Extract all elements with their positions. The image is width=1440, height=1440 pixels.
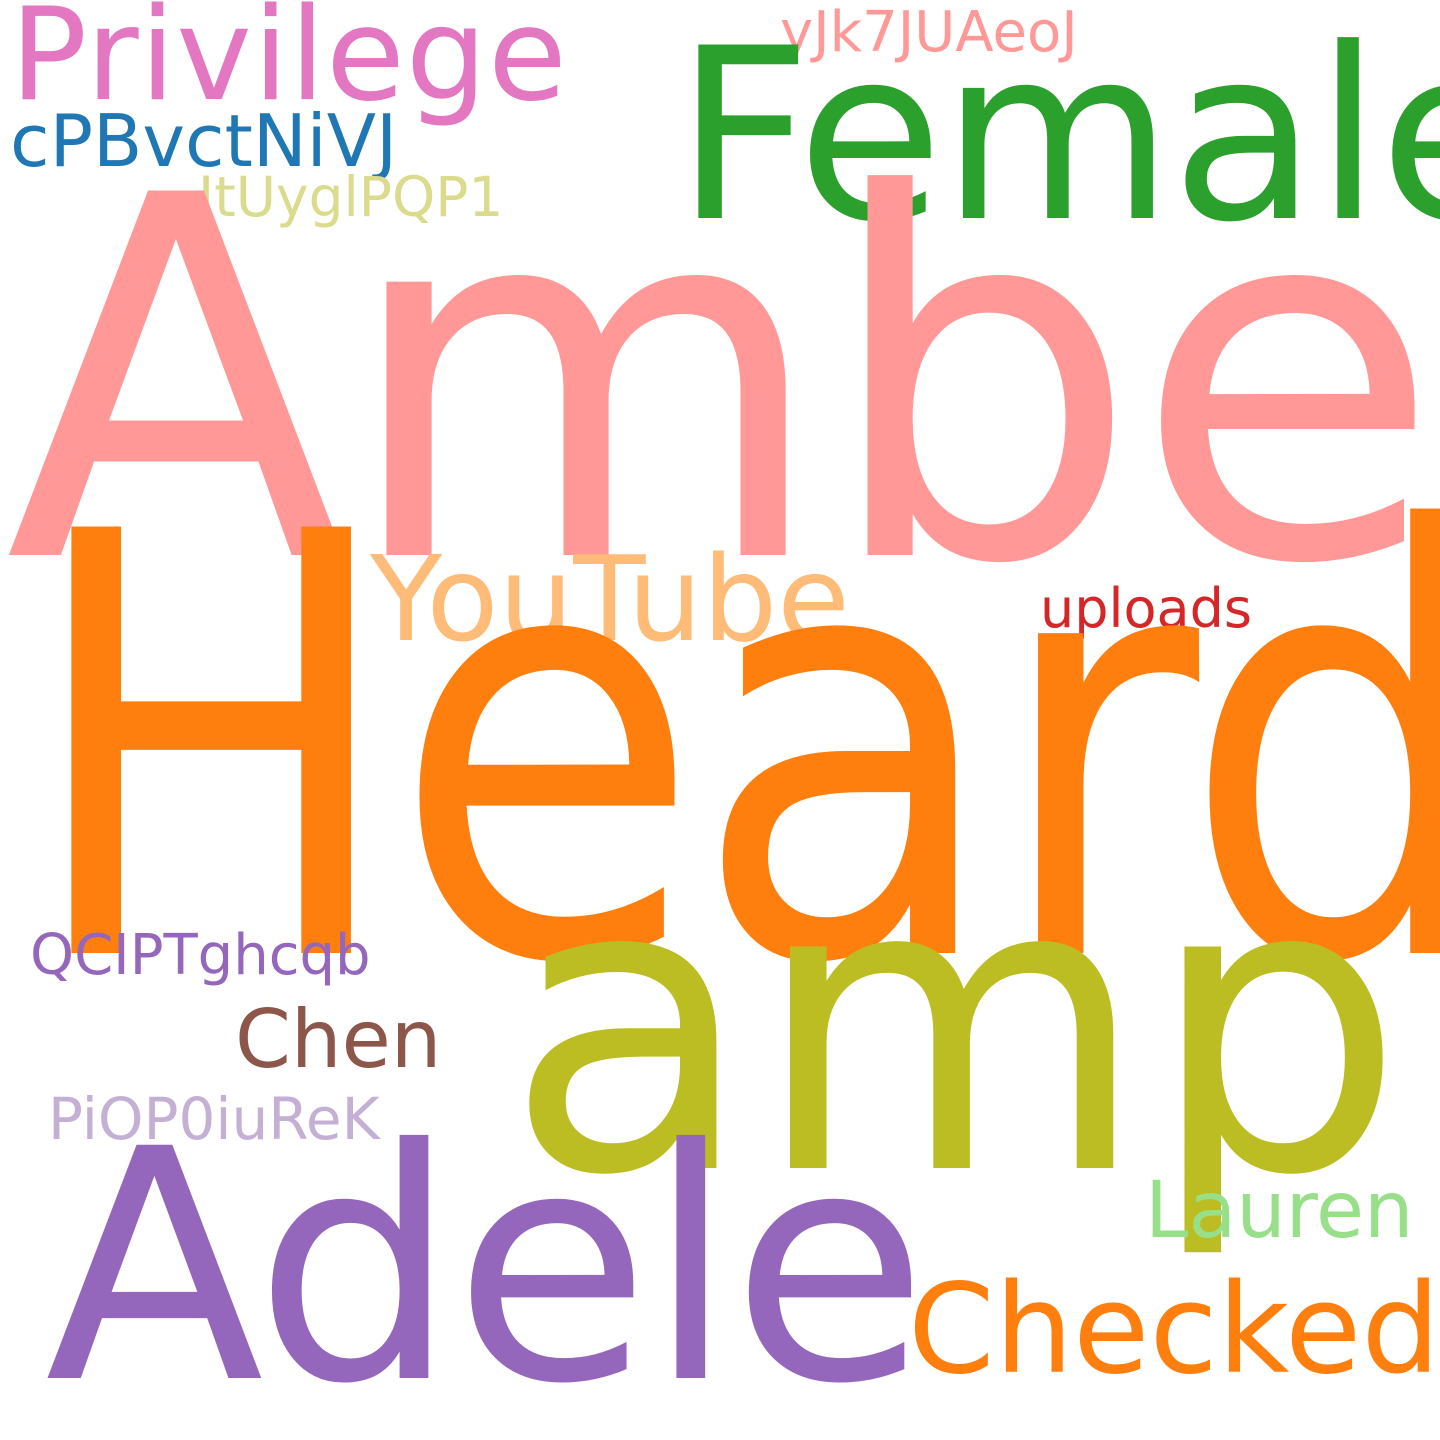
word-adele: Adele [45,1082,928,1440]
word-youtube: YouTube [370,530,850,668]
word-qciptghcqb: QCIPTghcqb [30,923,371,988]
word-amp: amp [505,792,1405,1264]
word-jtuyglpqp1: JtUyglPQP1 [198,165,504,229]
word-checked: Checked [908,1258,1440,1402]
word-piop0iurek: PiOP0iuReK [48,1085,380,1153]
word-lauren: Lauren [1145,1166,1414,1256]
word-yjk7juaeoj: yJk7JUAeoJ [780,0,1078,65]
word-privilege: Privilege [10,0,568,130]
word-amber: Amber [5,91,1440,673]
word-uploads: uploads [1040,577,1253,640]
word-female: Female [675,0,1440,275]
word-heard: Heard [22,410,1440,1091]
word-chen: Chen [235,993,442,1086]
word-cpbvctnivj: cPBvctNiVJ [10,99,398,183]
